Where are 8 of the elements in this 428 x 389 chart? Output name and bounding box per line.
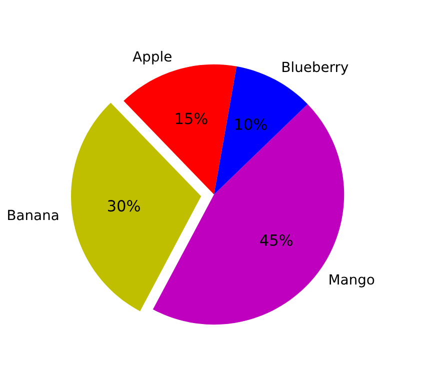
data-label: 10% <box>235 118 267 130</box>
data-label: 15% <box>176 112 208 124</box>
slice-label: Blueberry <box>282 61 348 75</box>
data-label: 45% <box>260 234 292 246</box>
slice-label: Banana <box>8 210 58 220</box>
slice-label: Apple <box>132 50 172 64</box>
data-label: 30% <box>108 200 140 212</box>
slice-label: Mango <box>330 274 374 288</box>
